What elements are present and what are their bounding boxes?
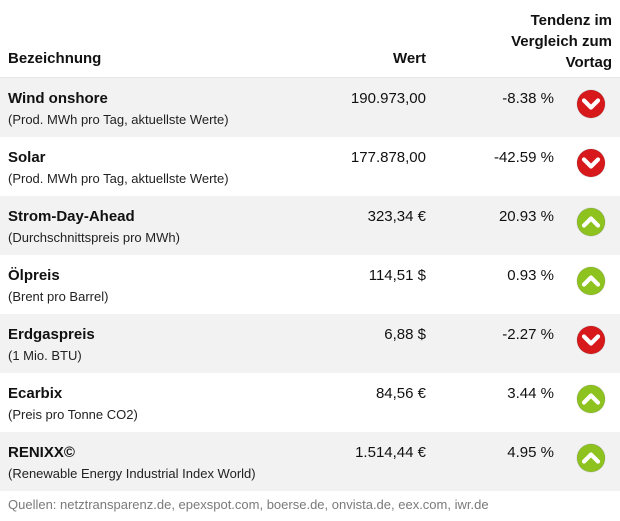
row-change: 20.93 % [498,208,554,225]
table-row: Ölpreis (Brent pro Barrel) 114,51 $ 0.93… [0,255,620,314]
trend-header-line-1: Tendenz im [530,12,612,29]
table-row: Erdgaspreis (1 Mio. BTU) 6,88 $ -2.27 % [0,314,620,373]
sources-footnote: Quellen: netztransparenz.de, epexspot.co… [8,497,489,512]
row-change: 3.44 % [507,385,554,402]
trend-header-line-2: Vergleich zum [511,33,612,50]
row-title: Ölpreis [8,267,60,284]
column-header-name: Bezeichnung [8,50,102,67]
row-change: 0.93 % [507,267,554,284]
table-row: Wind onshore (Prod. MWh pro Tag, aktuell… [0,78,620,137]
table-header: Bezeichnung Wert Tendenz im Vergleich zu… [0,0,620,78]
row-value: 6,88 $ [384,326,426,343]
arrow-down-circle-icon [576,89,606,119]
row-change: 4.95 % [507,444,554,461]
row-change: -42.59 % [493,149,554,166]
row-value: 177.878,00 [350,149,426,166]
table-row: Ecarbix (Preis pro Tonne CO2) 84,56 € 3.… [0,373,620,432]
row-value: 190.973,00 [350,90,426,107]
row-subtitle: (Durchschnittspreis pro MWh) [8,230,180,245]
row-title: Strom-Day-Ahead [8,208,135,225]
table-row: RENIXX© (Renewable Energy Industrial Ind… [0,432,620,491]
row-subtitle: (1 Mio. BTU) [8,348,82,363]
row-value: 84,56 € [375,385,426,402]
row-title: Solar [8,149,46,166]
row-subtitle: (Preis pro Tonne CO2) [8,407,138,422]
row-subtitle: (Prod. MWh pro Tag, aktuellste Werte) [8,171,229,186]
arrow-up-circle-icon [576,207,606,237]
column-header-value: Wert [392,50,426,67]
row-subtitle: (Brent pro Barrel) [8,289,109,304]
table-row: Solar (Prod. MWh pro Tag, aktuellste Wer… [0,137,620,196]
row-change: -8.38 % [502,90,554,107]
arrow-up-circle-icon [576,443,606,473]
row-title: RENIXX© [8,444,75,461]
arrow-up-circle-icon [576,384,606,414]
row-title: Ecarbix [8,385,63,402]
row-title: Erdgaspreis [8,326,95,343]
row-value: 323,34 € [367,208,426,225]
row-change: -2.27 % [502,326,554,343]
row-value: 114,51 $ [368,267,426,284]
column-header-trend: Tendenz im Vergleich zum Vortag [452,10,612,73]
row-subtitle: (Renewable Energy Industrial Index World… [8,466,256,481]
arrow-up-circle-icon [576,266,606,296]
arrow-down-circle-icon [576,325,606,355]
table-row: Strom-Day-Ahead (Durchschnittspreis pro … [0,196,620,255]
arrow-down-circle-icon [576,148,606,178]
row-title: Wind onshore [8,90,108,107]
trend-header-line-3: Vortag [565,54,612,71]
row-subtitle: (Prod. MWh pro Tag, aktuellste Werte) [8,112,229,127]
row-value: 1.514,44 € [355,444,426,461]
